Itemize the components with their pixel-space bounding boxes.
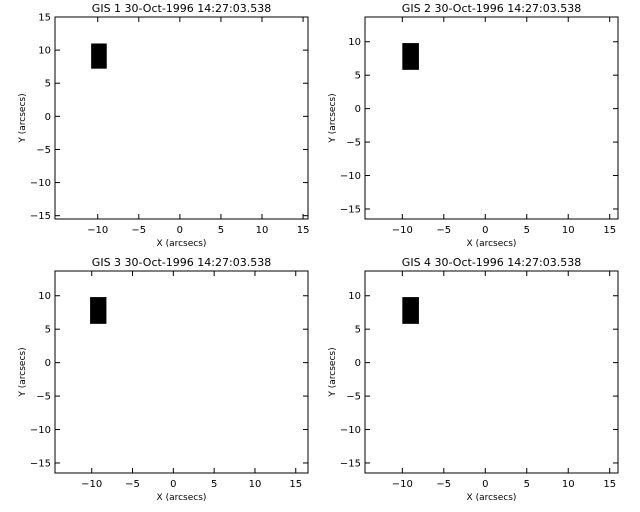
panel-title: GIS 1 30-Oct-1996 14:27:03.538 (92, 2, 271, 15)
y-tick-label: 10 (348, 291, 361, 302)
plot-frame (54, 270, 309, 474)
y-axis-label: Y (arcsecs) (18, 347, 28, 397)
panel-title: GIS 3 30-Oct-1996 14:27:03.538 (92, 256, 271, 269)
y-tick-label: 10 (38, 291, 51, 302)
x-tick-label: 5 (524, 479, 530, 490)
x-axis-label: X (arcsecs) (157, 493, 207, 503)
x-axis-label: X (arcsecs) (467, 493, 517, 503)
y-tick-label: 5 (355, 71, 361, 82)
y-axis-label: Y (arcsecs) (328, 93, 338, 143)
y-tick-label: 0 (355, 104, 361, 115)
y-tick-label: −10 (340, 171, 361, 182)
y-tick-label: −10 (340, 425, 361, 436)
data-rect (402, 297, 419, 324)
x-tick-label: −5 (436, 479, 451, 490)
y-tick-label: −10 (30, 178, 51, 189)
x-axis-label: X (arcsecs) (467, 239, 517, 249)
panel-gis-2: −10 −5 0 5 10 15 −15 −10 −5 0 5 10 GIS 2 30-Oct-1996… (328, 2, 619, 249)
y-tick-label: 5 (355, 325, 361, 336)
x-tick-label: 15 (297, 225, 310, 236)
x-tick-label: 15 (603, 479, 616, 490)
x-tick-label: −10 (392, 479, 413, 490)
x-tick-label: −10 (81, 479, 102, 490)
x-tick-label: 10 (562, 479, 575, 490)
plot-frame (364, 270, 619, 474)
y-tick-label: −5 (346, 138, 361, 149)
y-tick-label: −5 (36, 392, 51, 403)
x-tick-label: 10 (249, 479, 262, 490)
y-tick-label: 0 (45, 358, 51, 369)
plot-frame (54, 16, 309, 220)
y-tick-label: −5 (346, 392, 361, 403)
y-tick-label: −5 (36, 145, 51, 156)
x-tick-label: 5 (524, 225, 530, 236)
x-tick-label: 0 (482, 225, 488, 236)
panel-gis-4: −10 −5 0 5 10 15 −15 −10 −5 0 5 10 GIS 4 30-Oct-1996… (328, 256, 619, 503)
y-tick-label: −15 (340, 204, 361, 215)
x-tick-label: 15 (603, 225, 616, 236)
y-tick-label: 0 (45, 112, 51, 123)
x-tick-label: −10 (392, 225, 413, 236)
y-tick-label: 0 (355, 358, 361, 369)
x-tick-label: 0 (177, 225, 183, 236)
x-tick-label: −5 (436, 225, 451, 236)
plot-frame (364, 16, 619, 220)
x-tick-label: 0 (170, 479, 176, 490)
x-tick-label: 10 (256, 225, 269, 236)
x-tick-label: −5 (131, 225, 146, 236)
x-tick-label: −5 (125, 479, 140, 490)
y-tick-label: 10 (38, 46, 51, 57)
y-tick-label: −15 (30, 211, 51, 222)
y-tick-label: 10 (348, 37, 361, 48)
data-rect (402, 43, 419, 70)
panel-gis-3: −10 −5 0 5 10 15 −15 −10 −5 0 5 10 GIS 3 30-Oct-1996… (18, 256, 309, 503)
x-tick-label: 0 (482, 479, 488, 490)
x-tick-label: 5 (211, 479, 217, 490)
y-tick-label: 15 (38, 13, 51, 24)
panel-title: GIS 4 30-Oct-1996 14:27:03.538 (402, 256, 581, 269)
x-tick-label: 15 (289, 479, 302, 490)
panels: −10 −5 0 5 10 15 −15 −10 −5 0 5 10 15 GIS 1 30-Oct-19… (18, 2, 619, 503)
panel-gis-1: −10 −5 0 5 10 15 −15 −10 −5 0 5 10 15 GIS 1 30-Oct-19… (18, 2, 309, 249)
data-rect (91, 43, 107, 69)
x-tick-label: 5 (218, 225, 224, 236)
x-axis-label: X (arcsecs) (157, 239, 207, 249)
y-axis-label: Y (arcsecs) (18, 93, 28, 143)
x-tick-label: −10 (87, 225, 108, 236)
x-tick-label: 10 (562, 225, 575, 236)
y-tick-label: −15 (30, 458, 51, 469)
y-tick-label: 5 (45, 79, 51, 90)
data-rect (90, 297, 107, 324)
y-tick-label: −15 (340, 458, 361, 469)
y-tick-label: −10 (30, 425, 51, 436)
y-tick-label: 5 (45, 325, 51, 336)
y-axis-label: Y (arcsecs) (328, 347, 338, 397)
panel-title: GIS 2 30-Oct-1996 14:27:03.538 (402, 2, 581, 15)
